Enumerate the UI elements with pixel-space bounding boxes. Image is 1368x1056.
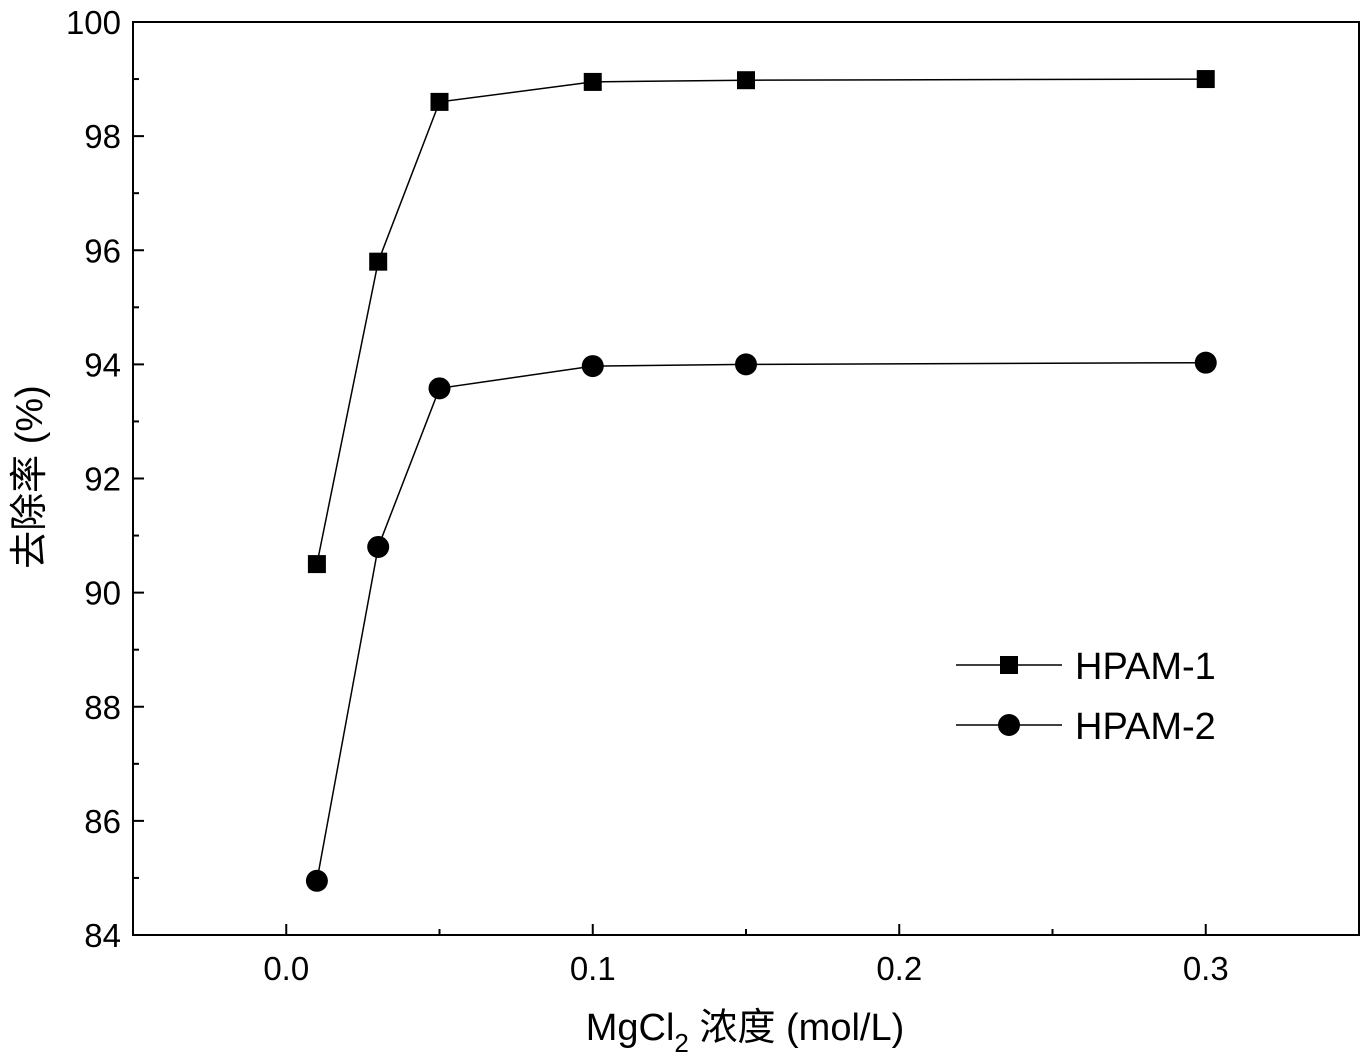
y-tick-label: 84 xyxy=(84,917,121,954)
y-axis-title: 去除率 (%) xyxy=(9,385,51,569)
y-tick-label: 98 xyxy=(84,118,121,155)
y-tick-label: 100 xyxy=(66,4,121,41)
data-point-circle xyxy=(1194,351,1217,374)
x-tick-label: 0.3 xyxy=(1183,950,1229,987)
data-point-square xyxy=(1196,70,1215,89)
x-tick-label: 0.2 xyxy=(876,950,922,987)
x-axis-title-main: MgCl xyxy=(586,1007,675,1049)
data-point-square xyxy=(369,252,388,271)
data-point-square xyxy=(430,92,449,111)
x-tick-label: 0.0 xyxy=(263,950,309,987)
legend-marker-circle xyxy=(998,714,1020,736)
series-line-2 xyxy=(316,361,1206,881)
legend-marker-square xyxy=(1000,656,1018,674)
data-point-square xyxy=(583,72,602,91)
y-tick-label: 90 xyxy=(84,575,121,612)
series-layer xyxy=(305,70,1217,892)
y-tick-label: 86 xyxy=(84,803,121,840)
data-point-square xyxy=(737,71,755,90)
axes: 84 86 88 90 92 94 96 98 100 0.0 0.1 0.2 0.3 xyxy=(66,4,1360,987)
data-point-square xyxy=(307,555,326,574)
x-axis-title-rest: 浓度 (mol/L) xyxy=(689,1007,904,1049)
x-axis-title: MgCl2 浓度 (mol/L) xyxy=(586,1007,905,1056)
legend: HPAM-1 HPAM-2 xyxy=(956,646,1216,748)
x-tick-label: 0.1 xyxy=(570,950,616,987)
data-point-circle xyxy=(735,353,757,376)
data-point-circle xyxy=(305,869,328,892)
x-axis-title-subscript: 2 xyxy=(674,1028,688,1056)
data-point-circle xyxy=(428,377,451,400)
series-line-1 xyxy=(316,78,1206,565)
plot-frame xyxy=(132,21,1360,936)
y-tick-label: 92 xyxy=(84,461,121,498)
legend-label: HPAM-1 xyxy=(1075,646,1216,688)
data-point-circle xyxy=(367,535,390,558)
legend-label: HPAM-2 xyxy=(1075,706,1216,748)
y-tick-label: 88 xyxy=(84,689,121,726)
y-tick-label: 94 xyxy=(84,346,121,383)
data-point-circle xyxy=(581,355,604,378)
y-tick-label: 96 xyxy=(84,232,121,269)
